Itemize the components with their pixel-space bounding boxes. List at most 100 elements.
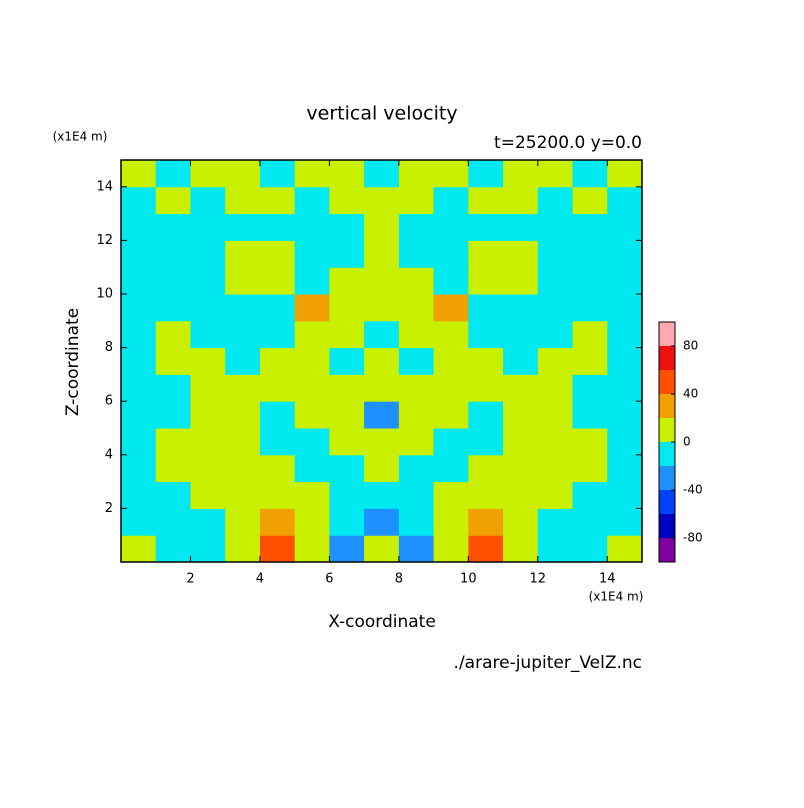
contour-cell: [572, 428, 608, 456]
contour-cell: [398, 454, 435, 483]
contour-cell: [537, 508, 574, 536]
contour-cell: [294, 428, 330, 456]
x-tick-label: 2: [186, 572, 194, 587]
contour-cell: [398, 535, 435, 563]
contour-cell: [121, 374, 157, 402]
contour-cell: [121, 160, 157, 188]
contour-cell: [503, 267, 539, 295]
contour-cell: [468, 401, 504, 429]
contour-cell: [537, 320, 574, 349]
contour-cell: [121, 294, 157, 322]
contour-cell: [121, 508, 157, 536]
contour-cell: [329, 294, 365, 322]
contour-cell: [155, 508, 191, 536]
contour-cell: [190, 401, 226, 429]
y-tick-label: 8: [105, 340, 113, 355]
contour-cell: [329, 374, 365, 402]
contour-cell: [364, 294, 400, 322]
contour-cell: [259, 454, 296, 483]
colorbar-tick-label: -40: [683, 483, 703, 497]
contour-cell: [121, 481, 157, 509]
contour-cell: [329, 347, 365, 375]
contour-cell: [398, 160, 435, 188]
colorbar-swatch: [659, 514, 675, 538]
contour-cell: [294, 213, 330, 241]
contour-cell: [121, 267, 157, 295]
contour-cell: [155, 294, 191, 322]
contour-cell: [572, 481, 608, 509]
contour-cell: [225, 186, 261, 215]
contour-cell: [155, 240, 191, 268]
contour-cell: [294, 267, 330, 295]
contour-cell: [259, 240, 296, 268]
y-tick-label: 12: [96, 233, 113, 248]
contour-cell: [225, 347, 261, 375]
contour-cell: [537, 481, 574, 509]
contour-cell: [329, 186, 365, 215]
contour-cell: [329, 240, 365, 268]
y-unit: (x1E4 m): [53, 130, 108, 144]
contour-cell: [294, 374, 330, 402]
contour-cell: [259, 508, 296, 536]
contour-cell: [259, 160, 296, 188]
contour-cell: [190, 240, 226, 268]
contour-cell: [503, 160, 539, 188]
contour-cell: [225, 428, 261, 456]
contour-cell: [294, 454, 330, 483]
contour-cell: [190, 160, 226, 188]
colorbar-swatch: [659, 466, 675, 490]
contour-cell: [572, 535, 608, 563]
x-tick-label: 4: [256, 572, 264, 587]
contour-cell: [398, 508, 435, 536]
contour-cell: [329, 508, 365, 536]
colorbar-tick-label: 80: [683, 339, 698, 353]
contour-cell: [294, 535, 330, 563]
contour-cell: [190, 508, 226, 536]
contour-cell: [503, 213, 539, 241]
contour-cell: [503, 320, 539, 349]
contour-cell: [503, 347, 539, 375]
contour-cell: [503, 374, 539, 402]
contour-cell: [155, 320, 191, 349]
contour-cell: [259, 401, 296, 429]
contour-cell: [155, 213, 191, 241]
colorbar-swatch: [659, 418, 675, 442]
contour-cell: [259, 213, 296, 241]
contour-cell: [294, 347, 330, 375]
contour-cell: [329, 160, 365, 188]
contour-cell: [364, 320, 400, 349]
contour-cell: [607, 294, 643, 322]
x-tick-label: 14: [599, 572, 616, 587]
contour-cell: [121, 186, 157, 215]
colorbar-swatch: [659, 370, 675, 394]
contour-cell: [155, 267, 191, 295]
contour-cell: [433, 454, 469, 483]
contour-cell: [537, 213, 574, 241]
contour-cell: [259, 267, 296, 295]
contour-cell: [537, 401, 574, 429]
contour-cell: [537, 240, 574, 268]
contour-cell: [468, 186, 504, 215]
contour-cell: [190, 294, 226, 322]
contour-cell: [329, 535, 365, 563]
contour-cell: [503, 186, 539, 215]
contour-cell: [294, 240, 330, 268]
contour-cell: [398, 240, 435, 268]
contour-cell: [225, 535, 261, 563]
contour-cell: [398, 347, 435, 375]
subtitle: t=25200.0 y=0.0: [494, 133, 642, 153]
contour-cell: [121, 428, 157, 456]
source-file: ./arare-jupiter_VelZ.nc: [454, 653, 642, 673]
x-tick-label: 10: [460, 572, 477, 587]
contour-cell: [364, 481, 400, 509]
contour-cell: [259, 374, 296, 402]
contour-cell: [155, 347, 191, 375]
contour-cell: [572, 294, 608, 322]
contour-cell: [225, 320, 261, 349]
contour-cell: [537, 186, 574, 215]
contour-cell: [294, 481, 330, 509]
contour-cell: [468, 267, 504, 295]
contour-cell: [364, 454, 400, 483]
contour-cell: [433, 160, 469, 188]
contour-cell: [537, 374, 574, 402]
